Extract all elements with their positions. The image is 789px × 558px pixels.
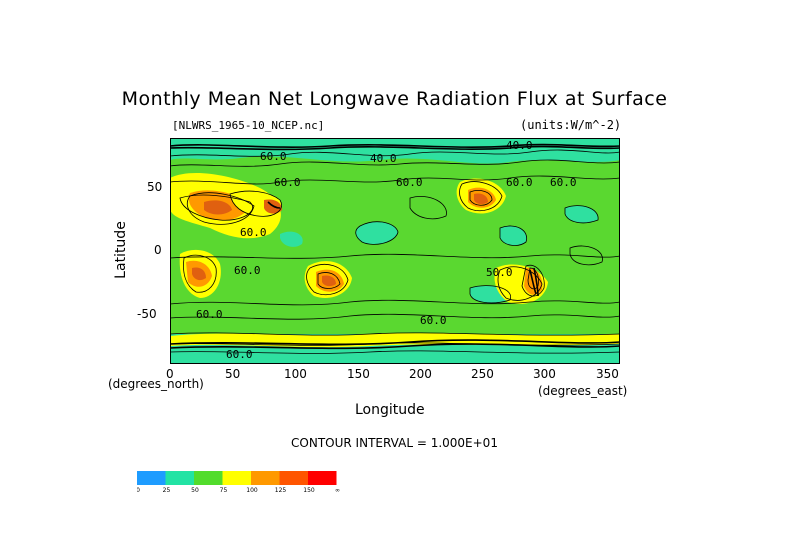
hot-central-asia-core bbox=[474, 193, 488, 205]
y-tick-50: 50 bbox=[147, 180, 163, 194]
contour-label: 50.0 bbox=[486, 266, 513, 279]
legend-swatch bbox=[251, 471, 280, 485]
x-tick-50: 50 bbox=[225, 367, 241, 381]
legend-labels: 0 25 50 75 100 125 150 ∞ bbox=[137, 487, 340, 494]
legend-label: 150 bbox=[303, 487, 315, 494]
legend-label: 25 bbox=[163, 487, 171, 494]
legend-swatch bbox=[165, 471, 194, 485]
units-label: (units:W/m^-2) bbox=[520, 118, 622, 132]
x-tick-150: 150 bbox=[347, 367, 370, 381]
x-tick-0: 0 bbox=[166, 367, 174, 381]
legend-swatch bbox=[222, 471, 251, 485]
x-tick-200: 200 bbox=[409, 367, 432, 381]
y-tick-minus-50: -50 bbox=[137, 307, 157, 321]
x-axis-label: Longitude bbox=[355, 402, 425, 418]
contour-label: 60.0 bbox=[226, 348, 253, 361]
contour-label: 60.0 bbox=[234, 264, 261, 277]
contour-label: 60.0 bbox=[420, 314, 447, 327]
contour-interval-note: CONTOUR INTERVAL = 1.000E+01 bbox=[291, 436, 498, 450]
contour-label: 60.0 bbox=[506, 176, 533, 189]
legend-swatch bbox=[308, 471, 337, 485]
color-legend: 0 25 50 75 100 125 150 ∞ bbox=[137, 471, 340, 494]
legend-label: ∞ bbox=[335, 487, 340, 494]
legend-swatch bbox=[137, 471, 166, 485]
contour-label: 60.0 bbox=[274, 176, 301, 189]
ocean-region-west bbox=[280, 231, 303, 247]
contour-label: 60.0 bbox=[196, 308, 223, 321]
map-title: Monthly Mean Net Longwave Radiation Flux… bbox=[121, 88, 668, 110]
contour-label: 40.0 bbox=[370, 152, 397, 165]
legend-label: 50 bbox=[191, 487, 199, 494]
hot-south-america-core bbox=[192, 267, 206, 281]
contour-label-group: 40.0 60.0 60.0 40.0 60.0 60.0 60.0 60.0 … bbox=[196, 139, 577, 361]
hot-north-america-core bbox=[204, 200, 232, 215]
x-tick-100: 100 bbox=[284, 367, 307, 381]
legend-label: 0 bbox=[137, 487, 140, 494]
contour-label: 60.0 bbox=[260, 150, 287, 163]
map-background bbox=[170, 138, 620, 364]
hot-africa-core bbox=[322, 275, 336, 287]
contour-label: 60.0 bbox=[550, 176, 577, 189]
contour-label: 60.0 bbox=[240, 226, 267, 239]
contour-label: 60.0 bbox=[396, 176, 423, 189]
ocean-region-se bbox=[565, 205, 599, 223]
x-tick-250: 250 bbox=[471, 367, 494, 381]
ocean-region-central bbox=[355, 221, 398, 245]
map-frame bbox=[170, 138, 620, 364]
x-tick-300: 300 bbox=[533, 367, 556, 381]
legend-swatch bbox=[194, 471, 223, 485]
contour-label: 40.0 bbox=[506, 139, 533, 152]
ocean-region-east bbox=[500, 225, 527, 246]
x-unit-note: (degrees_east) bbox=[538, 384, 628, 398]
contour-map: 40.0 60.0 60.0 40.0 60.0 60.0 60.0 60.0 … bbox=[170, 138, 620, 364]
legend-label: 125 bbox=[275, 487, 287, 494]
legend-swatch bbox=[279, 471, 308, 485]
ocean-region-north bbox=[170, 138, 620, 164]
legend-label: 100 bbox=[246, 487, 258, 494]
dense-contours bbox=[170, 143, 620, 350]
legend-swatches bbox=[137, 471, 337, 485]
file-label: [NLWRS_1965-10_NCEP.nc] bbox=[172, 119, 325, 132]
x-tick-350: 350 bbox=[596, 367, 619, 381]
y-axis-label: Latitude bbox=[112, 221, 129, 279]
y-unit-note: (degrees_north) bbox=[108, 377, 204, 391]
y-tick-0: 0 bbox=[154, 243, 162, 257]
legend-label: 75 bbox=[220, 487, 228, 494]
